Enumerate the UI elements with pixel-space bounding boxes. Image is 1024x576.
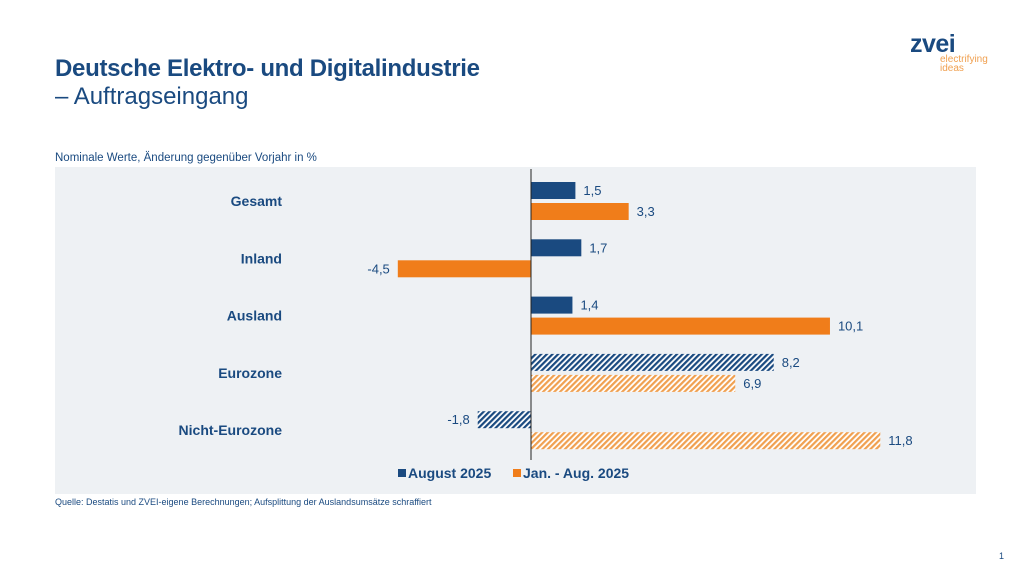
bar	[531, 353, 774, 371]
data-label: 1,7	[589, 240, 607, 255]
category-label: Ausland	[227, 308, 282, 324]
data-label: -4,5	[367, 261, 389, 276]
legend-label: Jan. - Aug. 2025	[523, 465, 629, 481]
logo-tagline-2: ideas	[940, 63, 964, 74]
category-label: Gesamt	[231, 193, 283, 209]
bar	[531, 239, 582, 257]
bar	[531, 182, 576, 199]
bar	[477, 411, 531, 429]
bar	[531, 374, 736, 392]
data-label: 8,2	[782, 355, 800, 370]
data-label: 11,8	[888, 433, 912, 448]
legend-swatch	[513, 469, 521, 477]
page-number: 1	[998, 551, 1004, 561]
category-label: Eurozone	[218, 365, 282, 381]
logo-tagline-1: electrifying	[940, 54, 988, 65]
bar	[531, 432, 881, 450]
page-subtitle: – Auftragseingang	[55, 83, 249, 110]
legend-swatch	[398, 469, 406, 477]
data-label: -1,8	[447, 412, 469, 427]
data-label: 6,9	[743, 376, 761, 391]
data-label: 10,1	[838, 319, 863, 334]
bar	[531, 296, 573, 314]
data-label: 1,5	[583, 183, 601, 198]
data-label: 1,4	[580, 298, 598, 313]
zvei-logo: zvei electrifying ideas	[910, 30, 988, 74]
chart-note: Nominale Werte, Änderung gegenüber Vorja…	[55, 152, 317, 164]
category-label: Nicht-Eurozone	[179, 422, 283, 438]
bar	[531, 203, 629, 220]
logo-name: zvei	[910, 30, 956, 58]
page-title: Deutsche Elektro- und Digitalindustrie	[55, 55, 480, 82]
bar	[531, 317, 830, 335]
legend-label: August 2025	[408, 465, 491, 481]
data-label: 3,3	[637, 204, 655, 219]
source-note: Quelle: Destatis und ZVEI-eigene Berechn…	[55, 497, 432, 507]
category-label: Inland	[241, 250, 282, 266]
bar	[397, 260, 531, 278]
